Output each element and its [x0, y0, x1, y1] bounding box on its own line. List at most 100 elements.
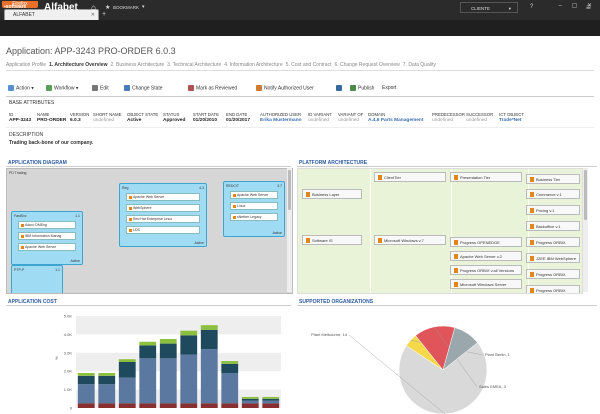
- firefox-menu-button[interactable]: Firefox: [2, 1, 38, 8]
- diagram-node[interactable]: REDCIT 3.7 Apache Web Server Linux sNether L…: [223, 181, 285, 237]
- platform-component[interactable]: Apache Web Server v.2: [450, 251, 522, 261]
- workflow-menu[interactable]: Workflow ▾: [46, 85, 78, 91]
- cost-bar-segment[interactable]: [77, 384, 95, 404]
- close-tab-icon[interactable]: ✕: [90, 12, 95, 18]
- platform-component[interactable]: Microsoft Windows Server: [450, 279, 522, 289]
- cost-bar-segment[interactable]: [77, 375, 95, 385]
- attribute-value[interactable]: Erika Mustermann: [260, 118, 302, 123]
- notify-user-button[interactable]: Notify Authorized User: [256, 85, 314, 91]
- diagram-scrollbar[interactable]: [287, 168, 292, 292]
- bookmark-menu[interactable]: BOOKMARK: [113, 5, 140, 10]
- platform-component[interactable]: Progress OPENEDGE: [450, 237, 522, 247]
- action-menu[interactable]: Action ▾: [8, 85, 34, 91]
- diagram-component[interactable]: Apache Web Server: [126, 193, 200, 201]
- cost-bar-segment[interactable]: [221, 363, 239, 374]
- cost-bar-segment[interactable]: [180, 354, 198, 404]
- cost-bar-segment[interactable]: [180, 330, 198, 336]
- cost-bar-segment[interactable]: [180, 403, 198, 408]
- platform-component[interactable]: Business Tier: [526, 174, 580, 184]
- cost-bar-segment[interactable]: [139, 358, 157, 404]
- view-tab[interactable]: 3. Technical Architecture: [167, 62, 222, 68]
- platform-architecture-diagram[interactable]: ClientTier Presentation Tier Business Tier…: [297, 168, 583, 294]
- platform-component[interactable]: ClientTier: [374, 172, 446, 182]
- diagram-component[interactable]: sNether Legacy: [230, 213, 278, 221]
- pie-slice[interactable]: [442, 327, 478, 371]
- cost-bar-segment[interactable]: [221, 373, 239, 404]
- cost-bar-segment[interactable]: [200, 325, 218, 330]
- mark-reviewed-button[interactable]: Mark as Reviewed: [188, 85, 237, 91]
- cost-bar-segment[interactable]: [98, 375, 116, 385]
- platform-component[interactable]: Progress ORBIX: [526, 269, 580, 279]
- cost-bar-segment[interactable]: [98, 384, 116, 404]
- diagram-component[interactable]: Apache Web Server: [230, 191, 278, 199]
- star-icon[interactable]: ★: [105, 5, 111, 11]
- application-diagram[interactable]: PD Trading FastSvc 1.1 Aduro DMEng IBM Info…: [6, 168, 293, 294]
- platform-scrollbar[interactable]: [583, 168, 588, 292]
- platform-component[interactable]: Business Layer: [302, 189, 362, 199]
- change-state-button[interactable]: Change State: [124, 85, 163, 91]
- cost-bar-segment[interactable]: [159, 358, 177, 404]
- home-icon[interactable]: ⌂: [91, 3, 96, 12]
- cost-bar-segment[interactable]: [200, 329, 218, 350]
- view-tab[interactable]: 7. Data Quality: [402, 62, 436, 68]
- cost-bar-segment[interactable]: [262, 396, 280, 399]
- cost-bar-segment[interactable]: [118, 377, 136, 404]
- cost-bar-segment[interactable]: [118, 362, 136, 378]
- diagram-component[interactable]: Linux: [230, 202, 278, 210]
- cost-bar-segment[interactable]: [77, 403, 95, 408]
- window-controls[interactable]: – ▢ ✕: [558, 3, 596, 9]
- view-tab[interactable]: Application Profile: [6, 62, 47, 68]
- cost-bar-segment[interactable]: [98, 373, 116, 376]
- cost-bar-segment[interactable]: [241, 396, 259, 399]
- platform-component[interactable]: Progress ORBIX: [526, 285, 580, 293]
- attribute-value[interactable]: A.4.6 Parts Management: [368, 118, 424, 123]
- cost-bar-segment[interactable]: [241, 403, 259, 408]
- cost-bar-segment[interactable]: [159, 343, 177, 359]
- scrollbar-thumb[interactable]: [584, 170, 587, 220]
- cost-bar-segment[interactable]: [98, 403, 116, 408]
- cost-bar-segment[interactable]: [221, 361, 239, 364]
- platform-component[interactable]: Progress ORBIX: [526, 237, 580, 247]
- diagram-component[interactable]: Red Hat Enterprise Linux: [126, 215, 200, 223]
- attribute-value[interactable]: Trade*Net: [499, 118, 522, 123]
- diagram-node[interactable]: PTP-P 1.1: [11, 265, 63, 293]
- cost-bar-segment[interactable]: [159, 339, 177, 344]
- cost-bar-segment[interactable]: [159, 403, 177, 408]
- cost-bar-segment[interactable]: [241, 398, 259, 401]
- cost-bar-segment[interactable]: [200, 403, 218, 408]
- platform-component[interactable]: Software IS: [302, 235, 362, 245]
- platform-component[interactable]: J2EE IBM WebSphere: [526, 253, 580, 263]
- diagram-component[interactable]: Aduro DMEng: [18, 221, 76, 229]
- view-tab[interactable]: 5. Cost and Contract: [285, 62, 332, 68]
- scrollbar-thumb[interactable]: [288, 170, 291, 210]
- user-menu[interactable]: CLIENTE ▾: [460, 2, 518, 13]
- platform-component[interactable]: Progress ORBIX v.all Versions: [450, 265, 522, 275]
- view-tab[interactable]: 6. Change Request Overview: [334, 62, 400, 68]
- platform-component[interactable]: Backoffice v.1: [526, 221, 580, 231]
- platform-component[interactable]: Pricing v.1: [526, 205, 580, 215]
- cost-bar-segment[interactable]: [118, 359, 136, 362]
- cost-bar-segment[interactable]: [241, 400, 259, 404]
- edit-button[interactable]: Edit: [92, 85, 109, 91]
- cost-bar-segment[interactable]: [262, 403, 280, 408]
- cost-bar-segment[interactable]: [139, 403, 157, 408]
- cost-bar-segment[interactable]: [118, 403, 136, 408]
- platform-component[interactable]: Microsoft Windows v.7: [374, 235, 446, 245]
- cost-bar-segment[interactable]: [180, 335, 198, 355]
- menu-icon[interactable]: ≡: [586, 3, 591, 12]
- chevron-down-icon[interactable]: ▾: [142, 4, 145, 10]
- diagram-component[interactable]: IBM Information Manag: [18, 232, 76, 240]
- new-tab-button[interactable]: +: [102, 11, 107, 18]
- diagram-component[interactable]: LDS: [126, 226, 200, 234]
- publish-button[interactable]: Publish: [350, 85, 374, 91]
- cost-bar-segment[interactable]: [139, 345, 157, 359]
- cost-bar-segment[interactable]: [77, 373, 95, 376]
- cost-bar-segment[interactable]: [262, 400, 280, 404]
- cost-bar-segment[interactable]: [139, 341, 157, 346]
- view-tab[interactable]: 2. Business Architecture: [110, 62, 165, 68]
- diagram-component[interactable]: Apache Web Server: [18, 243, 76, 251]
- browser-tab[interactable]: ALFABET ✕: [4, 9, 99, 20]
- view-tab[interactable]: 1. Architecture Overview: [49, 62, 108, 68]
- diagram-node[interactable]: FastSvc 1.1 Aduro DMEng IBM Information Man…: [11, 211, 83, 265]
- help-icon[interactable]: ?: [530, 4, 534, 10]
